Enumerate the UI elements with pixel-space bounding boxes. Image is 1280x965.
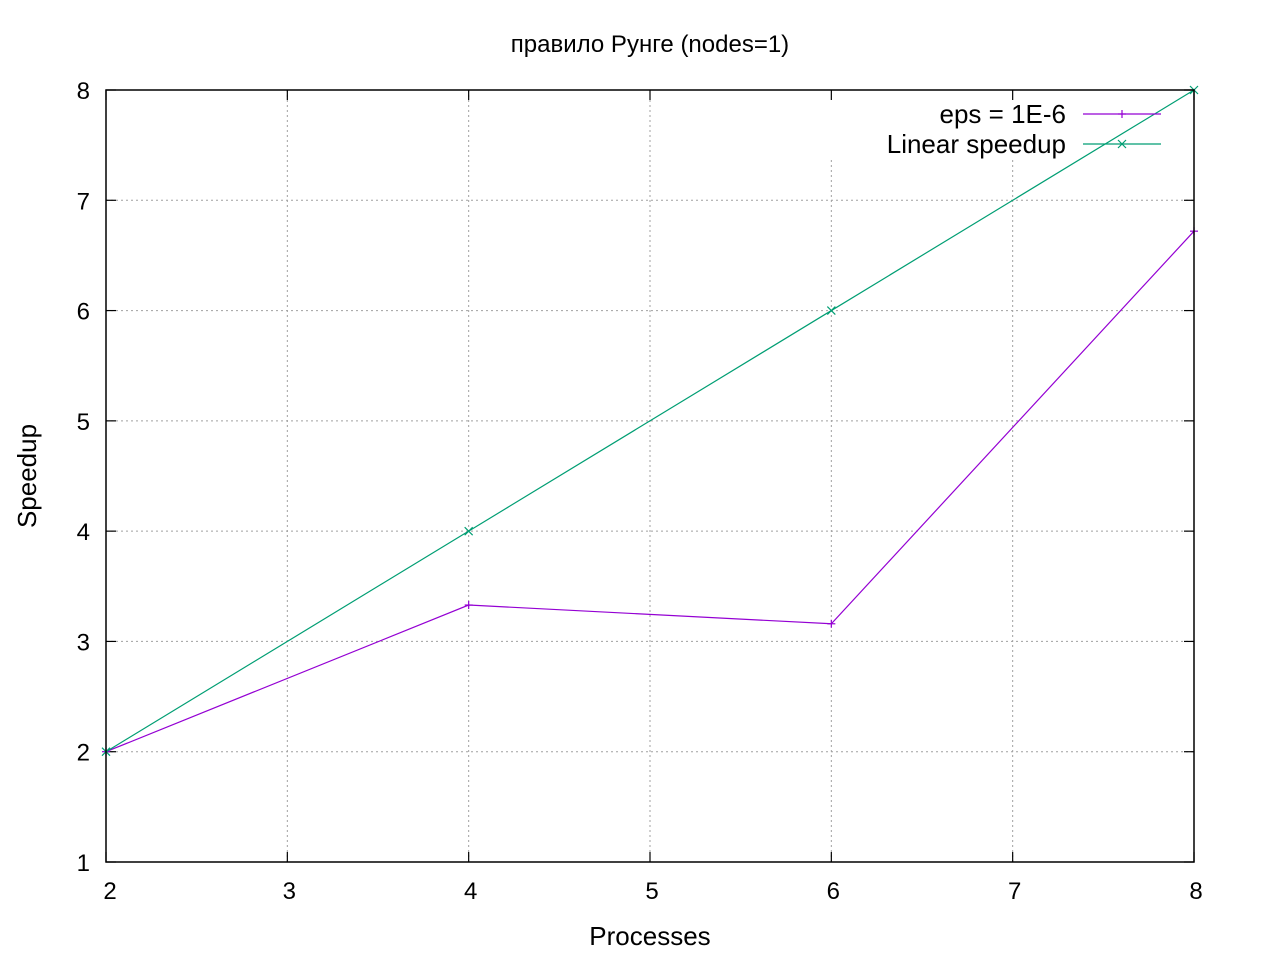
y-tick-label: 2 <box>77 740 90 767</box>
legend-marker <box>1118 110 1126 118</box>
series-line-2 <box>105 89 1195 753</box>
x-tick-label: 7 <box>1008 878 1021 905</box>
series-line-1 <box>105 230 1195 753</box>
y-tick-label: 7 <box>77 188 90 215</box>
data-point <box>827 619 836 628</box>
x-tick-label: 4 <box>464 878 477 905</box>
y-tick-label: 1 <box>77 850 90 877</box>
x-axis-title: Processes <box>589 921 710 951</box>
x-tick-label: 2 <box>103 878 116 905</box>
legend-marker <box>1117 139 1127 149</box>
x-tick-label: 6 <box>827 878 840 905</box>
x-tick-label: 3 <box>283 878 296 905</box>
legend-label: eps = 1E-6 <box>940 99 1066 129</box>
plot-frame <box>105 89 1195 863</box>
y-tick-label: 4 <box>77 519 90 546</box>
data-point <box>826 306 836 315</box>
data-point <box>464 526 474 536</box>
x-tick-label: 5 <box>645 878 658 905</box>
y-axis-title: Speedup <box>12 424 42 528</box>
data-point <box>464 601 473 610</box>
series-layer <box>101 85 1199 757</box>
chart-title: правило Рунге (nodes=1) <box>511 31 789 58</box>
x-tick-label: 8 <box>1189 878 1202 905</box>
grid-layer <box>106 90 1194 862</box>
y-tick-label: 5 <box>77 409 90 436</box>
y-tick-label: 8 <box>77 78 90 105</box>
legend-label: Linear speedup <box>887 129 1066 159</box>
y-tick-label: 6 <box>77 299 90 326</box>
y-tick-label: 3 <box>77 629 90 656</box>
